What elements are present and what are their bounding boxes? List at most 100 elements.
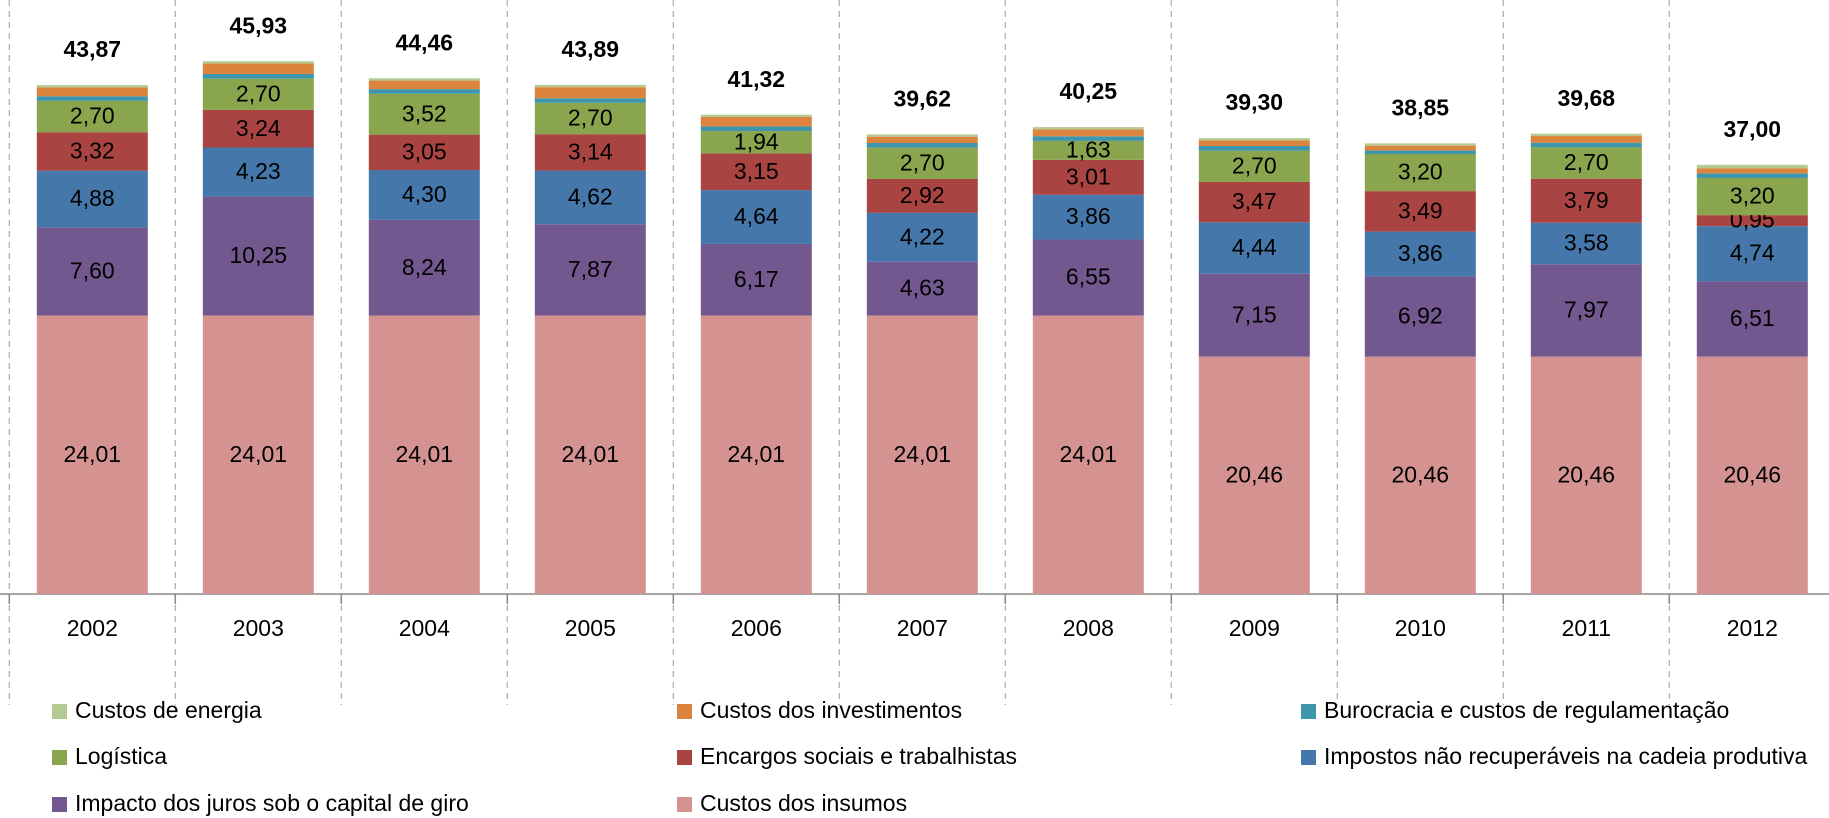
bar-segment bbox=[1530, 133, 1642, 137]
legend-label: Custos de energia bbox=[75, 697, 262, 723]
bar-segment bbox=[1696, 226, 1808, 282]
bar-segment bbox=[700, 243, 812, 316]
value-label: 3,20 bbox=[1398, 159, 1443, 185]
value-label: 3,47 bbox=[1232, 188, 1277, 214]
bar-segment bbox=[36, 85, 148, 88]
value-label: 2,70 bbox=[70, 103, 115, 129]
bar-segment bbox=[1198, 356, 1310, 594]
value-label: 24,01 bbox=[1060, 441, 1118, 467]
bar-segment bbox=[1198, 181, 1310, 223]
bar-segment bbox=[1696, 173, 1808, 179]
value-label: 2,70 bbox=[1232, 152, 1277, 178]
bar-segment bbox=[1530, 178, 1642, 223]
bar-segment bbox=[700, 131, 812, 154]
bar-segment bbox=[1530, 264, 1642, 357]
bar-segment bbox=[1530, 222, 1642, 265]
bar-segment bbox=[36, 100, 148, 133]
x-tick-label: 2010 bbox=[1395, 615, 1446, 641]
bar-segment bbox=[1364, 145, 1476, 151]
bar-segment bbox=[700, 153, 812, 191]
bar-segment bbox=[866, 142, 978, 148]
value-label: 3,20 bbox=[1730, 183, 1775, 209]
total-label: 38,85 bbox=[1392, 94, 1450, 120]
x-tick-label: 2009 bbox=[1229, 615, 1280, 641]
legend-swatch bbox=[677, 704, 692, 719]
value-label: 4,88 bbox=[70, 185, 115, 211]
bar-segment bbox=[866, 136, 978, 143]
bar-segment bbox=[1696, 356, 1808, 594]
bar-segment bbox=[368, 219, 480, 316]
value-label: 3,49 bbox=[1398, 197, 1443, 223]
value-label: 3,24 bbox=[236, 115, 281, 141]
value-label: 7,60 bbox=[70, 257, 115, 283]
bar-segment bbox=[534, 134, 646, 171]
x-tick-label: 2011 bbox=[1562, 615, 1611, 641]
bar-segment bbox=[866, 261, 978, 316]
bar-segment bbox=[1696, 215, 1808, 227]
value-label: 3,58 bbox=[1564, 230, 1609, 256]
total-label: 39,68 bbox=[1558, 85, 1616, 111]
bar-segment bbox=[1198, 146, 1310, 151]
value-label: 3,14 bbox=[568, 138, 613, 164]
bar-segment bbox=[1530, 147, 1642, 179]
bar-segment bbox=[866, 147, 978, 179]
bar-segment bbox=[202, 196, 314, 316]
x-tick-label: 2002 bbox=[67, 615, 118, 641]
bar-segment bbox=[368, 170, 480, 220]
bar-segment bbox=[1696, 164, 1808, 169]
legend-swatch bbox=[1301, 704, 1316, 719]
bar-segment bbox=[1364, 154, 1476, 192]
x-tick-label: 2012 bbox=[1727, 615, 1778, 641]
bar-segment bbox=[368, 134, 480, 171]
total-label: 41,32 bbox=[728, 66, 786, 92]
bar-segment bbox=[866, 315, 978, 594]
value-label: 8,24 bbox=[402, 254, 447, 280]
bar-segment bbox=[1530, 356, 1642, 594]
bar-segment bbox=[1032, 127, 1144, 130]
bar-segment bbox=[1198, 150, 1310, 182]
x-tick-label: 2006 bbox=[731, 615, 782, 641]
bar-segment bbox=[1696, 168, 1808, 174]
value-label: 20,46 bbox=[1226, 461, 1284, 487]
bar-segment bbox=[866, 134, 978, 137]
value-label: 4,63 bbox=[900, 275, 945, 301]
value-label: 2,70 bbox=[900, 149, 945, 175]
bar-segment bbox=[534, 98, 646, 103]
value-label: 20,46 bbox=[1392, 461, 1450, 487]
value-label: 2,70 bbox=[568, 105, 613, 131]
value-label: 24,01 bbox=[894, 441, 952, 467]
value-label: 3,32 bbox=[70, 138, 115, 164]
total-label: 39,30 bbox=[1226, 89, 1284, 115]
value-label: 3,79 bbox=[1564, 187, 1609, 213]
bar-segment bbox=[700, 117, 812, 127]
x-tick-label: 2004 bbox=[399, 615, 450, 641]
bar-segment bbox=[202, 63, 314, 74]
value-label: 24,01 bbox=[230, 441, 288, 467]
bar-segment bbox=[36, 170, 148, 228]
bar-segment bbox=[534, 84, 646, 88]
bar-segment bbox=[700, 114, 812, 118]
total-label: 44,46 bbox=[396, 29, 454, 55]
value-label: 4,44 bbox=[1232, 234, 1277, 260]
value-label: 3,86 bbox=[1398, 240, 1443, 266]
bar-segment bbox=[36, 227, 148, 316]
bar-segment bbox=[1032, 239, 1144, 316]
value-label: 6,51 bbox=[1730, 305, 1775, 331]
bar-segment bbox=[1198, 138, 1310, 141]
value-label: 3,01 bbox=[1066, 163, 1111, 189]
bar-segment bbox=[1032, 315, 1144, 594]
bar-segment bbox=[700, 315, 812, 594]
bar-segment bbox=[202, 73, 314, 79]
bar-segment bbox=[36, 87, 148, 97]
legend-swatch bbox=[1301, 750, 1316, 765]
value-label: 4,64 bbox=[734, 203, 779, 229]
value-label: 4,74 bbox=[1730, 240, 1775, 266]
total-label: 45,93 bbox=[230, 12, 288, 38]
x-tick-label: 2007 bbox=[897, 615, 948, 641]
bar-segment bbox=[1032, 129, 1144, 137]
bar-segment bbox=[202, 147, 314, 197]
value-label: 6,17 bbox=[734, 266, 779, 292]
bar-segment bbox=[36, 315, 148, 594]
value-label: 6,92 bbox=[1398, 303, 1443, 329]
bar-segment bbox=[1364, 143, 1476, 146]
